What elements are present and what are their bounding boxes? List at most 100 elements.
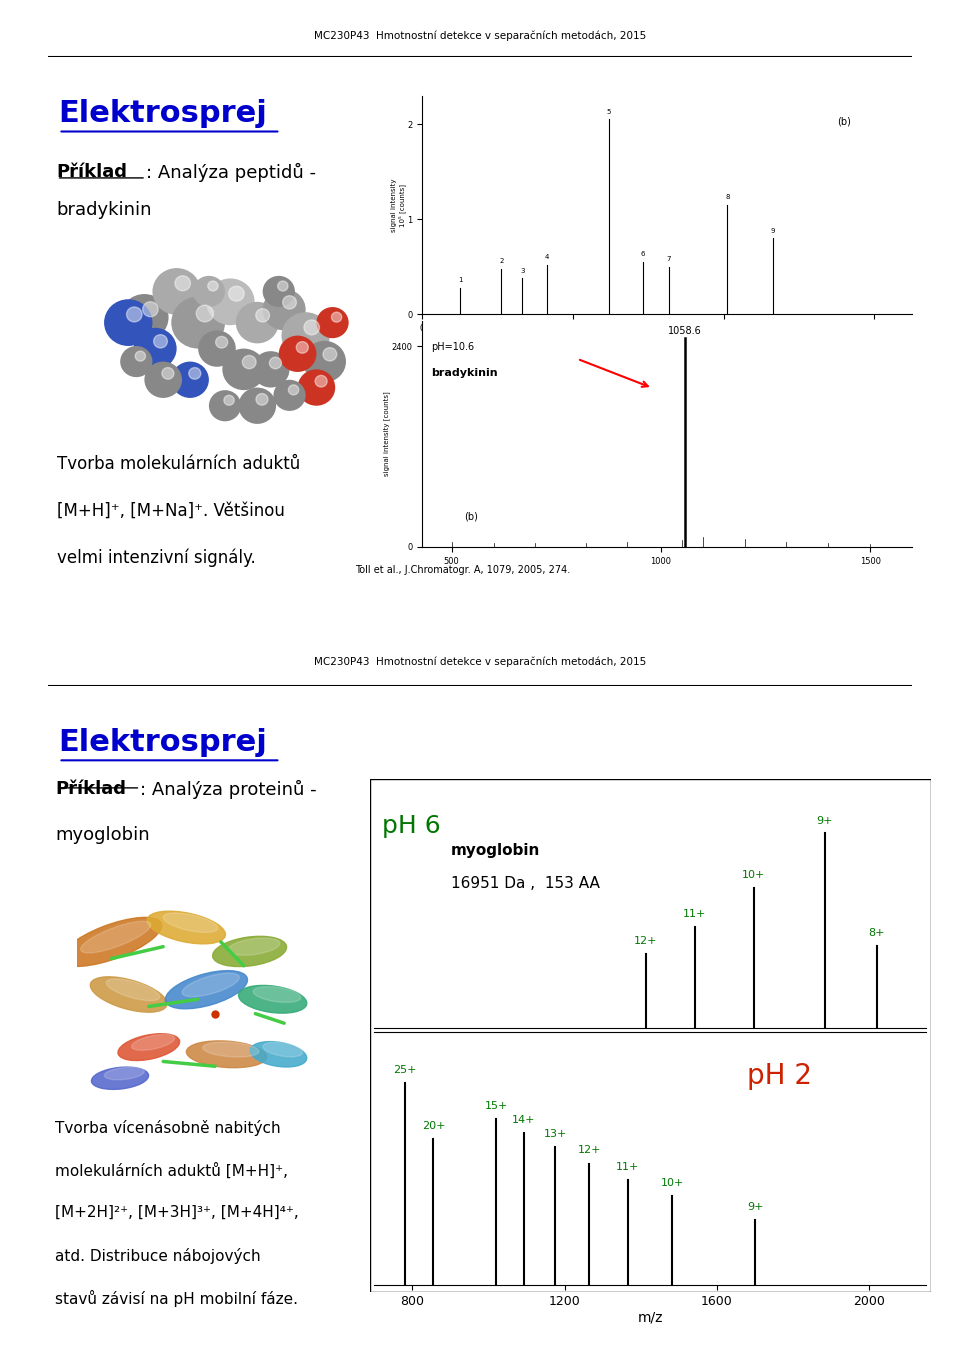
Ellipse shape: [132, 1035, 175, 1050]
Circle shape: [281, 312, 330, 360]
X-axis label: m/z: m/z: [637, 1311, 663, 1325]
Text: 16951 Da ,  153 AA: 16951 Da , 153 AA: [450, 876, 599, 891]
Text: pH 6: pH 6: [382, 813, 441, 838]
Circle shape: [263, 288, 305, 331]
Text: 1: 1: [458, 278, 463, 283]
Circle shape: [278, 335, 317, 372]
Text: 2: 2: [499, 258, 504, 264]
Circle shape: [303, 340, 346, 383]
Text: Toll et al., J.Chromatogr. A, 1079, 2005, 274.: Toll et al., J.Chromatogr. A, 1079, 2005…: [355, 565, 570, 576]
Ellipse shape: [238, 986, 307, 1013]
Circle shape: [277, 282, 288, 291]
Text: myoglobin: myoglobin: [450, 843, 540, 858]
Text: 9: 9: [771, 227, 775, 234]
Text: 8: 8: [725, 194, 730, 201]
Circle shape: [120, 294, 169, 340]
Text: 11+: 11+: [684, 909, 707, 919]
Circle shape: [297, 342, 308, 353]
Ellipse shape: [203, 1042, 259, 1057]
Circle shape: [304, 320, 320, 335]
Ellipse shape: [212, 936, 287, 966]
Text: : Analýza peptidů -: : Analýza peptidů -: [146, 163, 316, 182]
Text: [M+H]⁺, [M+Na]⁺. Většinou: [M+H]⁺, [M+Na]⁺. Většinou: [57, 502, 284, 519]
Circle shape: [238, 387, 276, 424]
Circle shape: [315, 376, 327, 387]
Circle shape: [143, 302, 158, 317]
Ellipse shape: [263, 1042, 302, 1057]
Circle shape: [171, 361, 209, 398]
Text: myoglobin: myoglobin: [56, 826, 151, 845]
Circle shape: [242, 355, 256, 369]
FancyBboxPatch shape: [370, 779, 931, 1292]
Circle shape: [224, 395, 234, 405]
Text: pH 2: pH 2: [748, 1062, 812, 1091]
Circle shape: [104, 299, 153, 346]
Circle shape: [154, 335, 167, 349]
Text: 9+: 9+: [747, 1202, 763, 1213]
Text: 12+: 12+: [578, 1146, 601, 1155]
Circle shape: [162, 368, 174, 379]
Circle shape: [228, 286, 244, 301]
Ellipse shape: [186, 1040, 267, 1068]
Text: 6: 6: [640, 252, 645, 257]
Text: bradykinin: bradykinin: [57, 201, 152, 219]
Text: 13+: 13+: [543, 1129, 567, 1139]
Circle shape: [198, 331, 236, 366]
Text: 11+: 11+: [616, 1162, 639, 1172]
Text: Tvorba molekulárních aduktů: Tvorba molekulárních aduktů: [57, 455, 300, 473]
Circle shape: [209, 390, 241, 421]
Text: Elektrosprej: Elektrosprej: [59, 729, 268, 757]
Circle shape: [282, 295, 297, 309]
Circle shape: [317, 308, 348, 338]
Y-axis label: signal intensity [counts]: signal intensity [counts]: [384, 392, 391, 476]
Ellipse shape: [61, 917, 161, 966]
Text: 7: 7: [667, 256, 671, 262]
Text: Elektrosprej: Elektrosprej: [59, 100, 268, 128]
Circle shape: [331, 312, 342, 323]
Circle shape: [223, 349, 265, 390]
Ellipse shape: [182, 973, 239, 997]
Text: 9+: 9+: [817, 816, 833, 826]
Text: [M+2H]²⁺, [M+3H]³⁺, [M+4H]⁴⁺,: [M+2H]²⁺, [M+3H]³⁺, [M+4H]⁴⁺,: [56, 1206, 299, 1221]
Text: 5: 5: [607, 109, 611, 115]
Text: 1058.6: 1058.6: [668, 327, 702, 336]
Circle shape: [255, 309, 270, 323]
Text: 10+: 10+: [742, 869, 765, 880]
Text: 15+: 15+: [485, 1100, 508, 1111]
Circle shape: [274, 380, 305, 411]
Circle shape: [216, 336, 228, 349]
Ellipse shape: [250, 1042, 307, 1068]
Text: molekulárních aduktů [M+H]⁺,: molekulárních aduktů [M+H]⁺,: [56, 1163, 288, 1180]
Circle shape: [236, 302, 278, 343]
Ellipse shape: [81, 921, 151, 953]
Circle shape: [196, 305, 213, 321]
Circle shape: [153, 268, 201, 314]
Circle shape: [175, 276, 190, 291]
Text: (b): (b): [837, 116, 851, 126]
Circle shape: [120, 346, 153, 377]
Circle shape: [135, 351, 146, 361]
Circle shape: [298, 369, 335, 406]
Text: bradykinin: bradykinin: [431, 368, 497, 377]
Text: (b): (b): [465, 511, 478, 521]
Text: 4: 4: [544, 254, 549, 260]
Circle shape: [323, 347, 337, 361]
Y-axis label: signal intensity
10⁵ [counts]: signal intensity 10⁵ [counts]: [391, 178, 406, 232]
Text: 25+: 25+: [393, 1065, 417, 1074]
Ellipse shape: [165, 971, 248, 1009]
Ellipse shape: [147, 912, 226, 943]
Circle shape: [206, 279, 254, 325]
Text: stavů závisí na pH mobilní fáze.: stavů závisí na pH mobilní fáze.: [56, 1290, 299, 1307]
Ellipse shape: [118, 1033, 180, 1061]
Circle shape: [193, 276, 225, 308]
Circle shape: [207, 282, 218, 291]
Text: pH=10.6: pH=10.6: [431, 343, 474, 353]
Circle shape: [133, 328, 177, 369]
Ellipse shape: [90, 977, 167, 1012]
Circle shape: [144, 361, 182, 398]
Ellipse shape: [91, 1068, 149, 1089]
Circle shape: [252, 351, 290, 387]
Text: Příklad: Příklad: [56, 781, 127, 798]
Circle shape: [171, 297, 225, 349]
Text: 12+: 12+: [635, 936, 658, 946]
